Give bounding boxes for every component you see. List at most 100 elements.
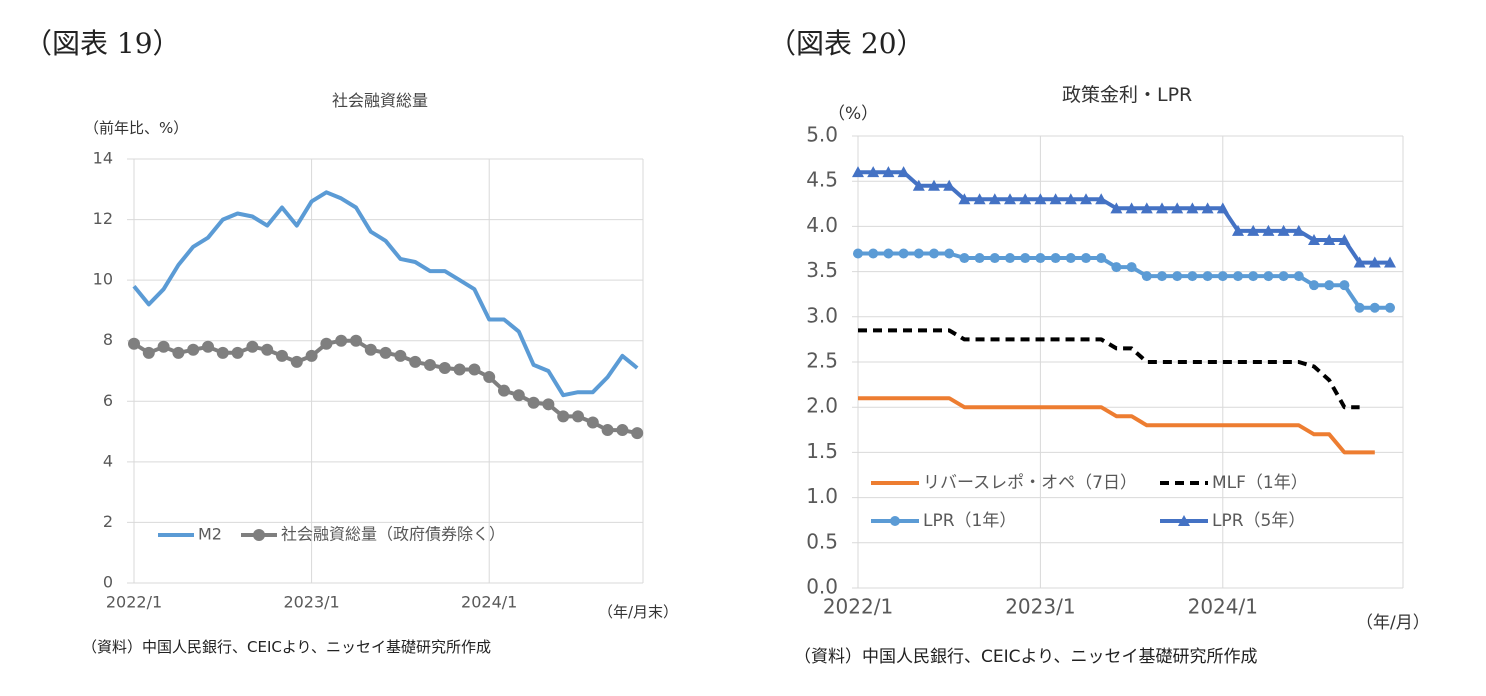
chart1-series-2-point (572, 410, 584, 423)
chart1-ytick-label: 2 (103, 512, 113, 531)
chart2-series-4-point (988, 193, 1001, 205)
chart1-series-2-point (128, 337, 140, 350)
chart2-series-3-point (929, 248, 939, 259)
chart2-series-4-point (1156, 202, 1168, 214)
chart2-series-4-point (867, 166, 880, 178)
chart2-series-line-4 (858, 170, 1390, 265)
chart2-series-3-point (1309, 280, 1319, 291)
chart2-series-3-point (1278, 271, 1289, 282)
chart1-ytick-label: 4 (103, 451, 113, 470)
chart1-ytick-label: 12 (93, 209, 113, 228)
chart1-series-2-point (350, 334, 362, 347)
chart2-xtick-label: 2023/1 (1005, 595, 1075, 619)
chart2-series-3-point (883, 248, 894, 259)
chart1-series-2-point (512, 389, 525, 402)
chart2-legend-label-1: リバースレポ・オペ（7日） (923, 473, 1137, 493)
chart1-series-2-point (483, 371, 496, 384)
chart1-xtick-label: 2023/1 (283, 593, 339, 612)
chart2-series-4-point (973, 193, 986, 205)
chart1-xtick-label: 2024/1 (461, 593, 517, 612)
chart1-series-2-point (468, 363, 481, 376)
chart2-series-4-point (1262, 224, 1275, 236)
chart2-series-3-point (1111, 262, 1122, 273)
chart2-series-3-point (1050, 253, 1061, 264)
chart1-source: （資料）中国人民銀行、CEICより、ニッセイ基礎研究所作成 (82, 638, 491, 656)
chart1-series-2-point (601, 424, 614, 437)
chart2-series-3-point (1324, 280, 1335, 291)
chart2-legend-label-3: LPR（1年） (923, 511, 1016, 531)
chart2-series-4-point (1247, 224, 1260, 236)
chart2-series-line-1 (858, 396, 1375, 455)
chart2-series-3-point (1248, 271, 1259, 282)
chart2-series-4-point (1201, 202, 1214, 214)
chart1-series-2-point (172, 346, 185, 359)
chart2-series-3-point (1217, 271, 1228, 282)
chart2-series-line-3 (858, 251, 1390, 310)
chart1-ytick-label: 14 (93, 149, 113, 168)
chart2-series-3-point (989, 253, 1000, 264)
chart1-series-2-point (438, 361, 451, 374)
chart2-series-3-point (1035, 253, 1046, 264)
chart2-series-3-point (1141, 271, 1152, 282)
chart2-series-4-point (1034, 193, 1047, 205)
chart2-series-3-point (853, 248, 863, 259)
chart2-ytick-label: 1.5 (806, 439, 838, 463)
chart1-series-2-point (157, 340, 170, 353)
chart1-legend-marker-2 (253, 529, 265, 541)
chart1-series-2-point (216, 346, 229, 359)
chart1-series-2-point (557, 410, 570, 423)
chart2-series-4-point (1323, 233, 1336, 245)
chart2-series-line-2 (858, 328, 1360, 410)
chart2-series-4-point (1080, 193, 1092, 205)
chart2-legend-marker-3 (890, 516, 900, 526)
chart2-series-4-point (1384, 256, 1396, 268)
chart1-ytick-label: 6 (103, 391, 113, 410)
chart2-series-3-point (1172, 271, 1183, 282)
chart1-series-2-point (453, 363, 466, 376)
chart2-series-3-point (1157, 271, 1167, 282)
chart2-series-4-point (1277, 224, 1290, 236)
chart2-ytick-label: 5.0 (806, 123, 838, 147)
chart2-series-4-point (912, 179, 925, 191)
chart2-series-3-point (1126, 262, 1137, 273)
chart1-series-2-point (394, 349, 407, 362)
chart1-ylabel: （前年比、%） (84, 119, 189, 137)
chart2-ytick-label: 2.0 (806, 394, 838, 418)
chart2-series-4-point (897, 166, 910, 178)
chart1-series-2-point (364, 343, 377, 356)
chart1-series-2-point (379, 346, 392, 359)
chart2-series-3-point (1263, 271, 1274, 282)
chart2-ytick-label: 0.5 (806, 529, 838, 553)
chart2-series-4-point (1308, 233, 1320, 245)
chart2-series-4-point (1292, 224, 1305, 236)
chart2-series-3-point (1187, 271, 1198, 282)
chart2-xtick-label: 2024/1 (1188, 595, 1258, 619)
chart2-legend-label-4: LPR（5年） (1212, 511, 1305, 531)
chart1-series-2-point (320, 337, 333, 350)
chart2-series-3-point (1005, 253, 1015, 264)
chart1-series-2-point (202, 340, 214, 353)
chart1-series-2-point (542, 398, 555, 411)
chart1-ytick-label: 10 (93, 270, 113, 289)
chart2-series-4-point (1140, 202, 1153, 214)
chart2-series-4-point (852, 166, 864, 178)
chart2-series-4-point (943, 179, 956, 191)
chart1-series-2-point (276, 349, 288, 362)
chart2-series-4-point (1353, 256, 1366, 268)
chart2-series-4-point (1368, 256, 1381, 268)
chart2-ytick-label: 4.0 (806, 213, 838, 237)
chart2-legend-marker-4 (1178, 515, 1190, 526)
chart2-series-4-point (1186, 202, 1199, 214)
chart1-series-2-point (631, 427, 644, 440)
chart2-series-4-point (1064, 193, 1077, 205)
chart1-series-2-point (409, 355, 422, 368)
chart2-series-3-point (1354, 302, 1365, 313)
chart2-series-4-point (1216, 202, 1229, 214)
chart2-xlabel: （年/月） (1356, 613, 1430, 633)
figure-19-label: （図表 19） (24, 27, 181, 60)
chart2-ytick-label: 1.0 (806, 484, 838, 508)
chart1-series-2-point (527, 396, 540, 409)
chart2-series-3-point (1081, 253, 1091, 264)
chart2-source: （資料）中国人民銀行、CEICより、ニッセイ基礎研究所作成 (794, 647, 1258, 667)
